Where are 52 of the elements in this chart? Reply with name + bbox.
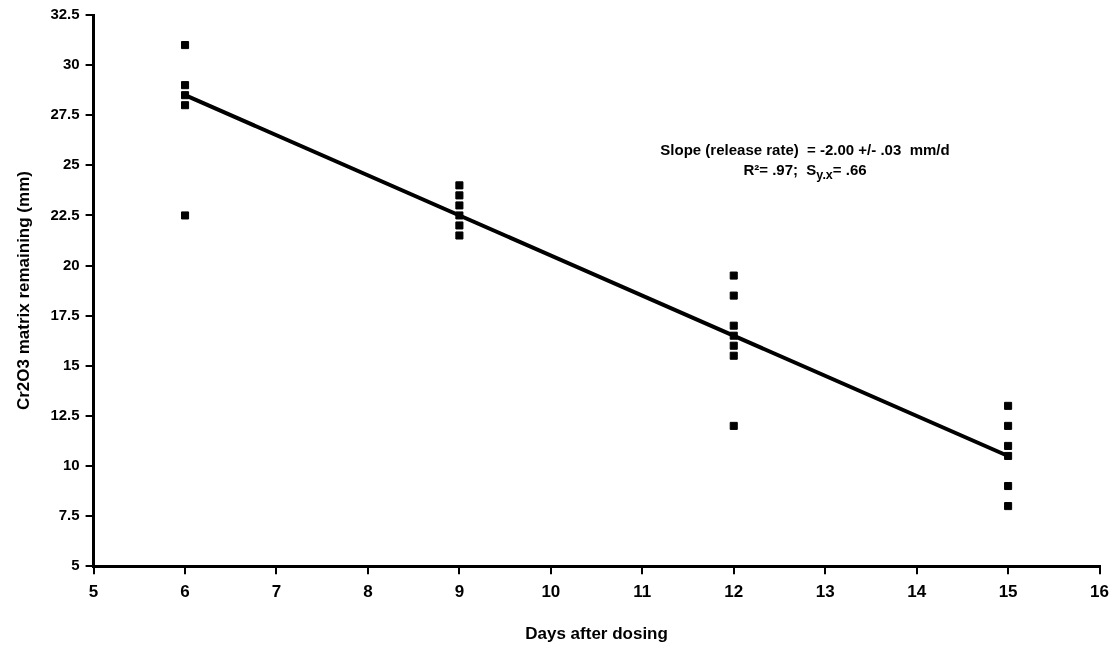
point <box>181 91 190 100</box>
annotation: R²= .97; S$_{y.x}$= .66 <box>742 160 868 184</box>
annotation: Slope (release rate) = -2.00 +/- .03 mm/d <box>659 140 951 160</box>
y-tick-label: 20 <box>62 255 80 273</box>
point <box>455 231 464 240</box>
y-tick-label: 25 <box>62 155 80 173</box>
point <box>181 41 190 50</box>
point <box>1004 451 1013 460</box>
y-tick-label: 32.5 <box>50 5 80 23</box>
x-tick-label: 5 <box>88 582 99 602</box>
point <box>455 181 464 190</box>
x-tick-label: 6 <box>180 582 190 602</box>
y-tick-label: 12.5 <box>50 406 80 424</box>
y-tick-label: 22.5 <box>50 205 80 223</box>
point <box>1004 502 1013 511</box>
point <box>1004 401 1013 410</box>
point <box>729 331 738 340</box>
y-tick-label: 27.5 <box>50 105 80 123</box>
x-tick-label: 16 <box>1090 582 1110 602</box>
point <box>729 421 738 430</box>
point <box>729 291 738 300</box>
y-tick-label: 10 <box>62 456 80 474</box>
x-tick-label: 10 <box>541 582 561 602</box>
point <box>729 321 738 330</box>
point <box>455 211 464 220</box>
point <box>455 221 464 230</box>
x-tick-label: 8 <box>363 582 373 602</box>
point <box>1004 421 1013 430</box>
x-tick-label: 11 <box>633 582 652 602</box>
point <box>1004 481 1013 491</box>
x-axis-title: Days after dosing <box>525 624 668 644</box>
x-tick-label: 7 <box>271 582 282 602</box>
x-tick-label: 9 <box>454 582 465 602</box>
point <box>729 351 738 360</box>
y-tick-label: 15 <box>62 355 80 373</box>
y-tick-label: 17.5 <box>50 305 80 323</box>
point <box>181 211 190 220</box>
point <box>729 341 738 350</box>
y-axis-title: Cr2O3 matrix remaining (mm) <box>13 171 33 411</box>
point <box>455 191 464 200</box>
x-tick-label: 13 <box>815 582 835 602</box>
point <box>455 201 464 210</box>
y-tick-label: 30 <box>62 55 80 73</box>
point <box>1004 441 1013 450</box>
x-tick-label: 14 <box>907 582 927 602</box>
y-tick-label: 5 <box>71 556 80 574</box>
y-tick-label: 7.5 <box>58 506 80 524</box>
point <box>181 101 190 110</box>
point <box>729 271 738 280</box>
x-tick-label: 12 <box>724 582 744 602</box>
x-tick-label: 15 <box>998 582 1018 602</box>
point <box>181 81 190 90</box>
